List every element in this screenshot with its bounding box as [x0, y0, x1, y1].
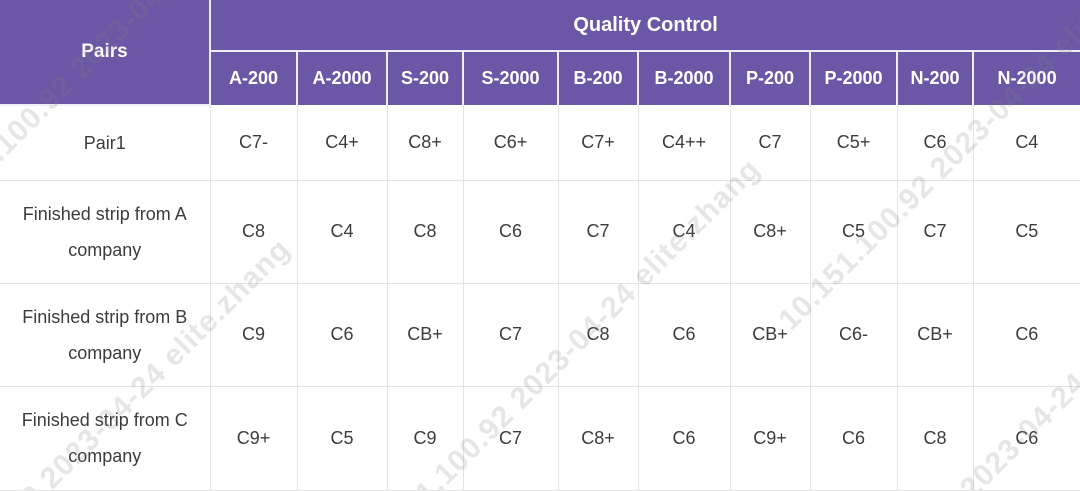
- table-cell: C8: [386, 179, 464, 284]
- table-cell: C5+: [809, 105, 898, 181]
- table-cell: C8+: [386, 105, 464, 181]
- table-cell: C7: [462, 385, 559, 491]
- table-cell: C7: [729, 105, 811, 181]
- table-cell: C6-: [809, 282, 898, 387]
- table-row-pair1: Pair1 C7- C4+ C8+ C6+ C7+ C4++ C7 C5+ C6…: [0, 105, 1080, 181]
- table-cell: C4: [972, 105, 1080, 181]
- table-cell: C8: [896, 385, 974, 491]
- table-cell: C7: [896, 179, 974, 284]
- table-cell: C5: [296, 385, 388, 491]
- table-cell: C9+: [729, 385, 811, 491]
- table-cell: C6: [637, 282, 731, 387]
- table-row-company-a: Finished strip from A company C8 C4 C8 C…: [0, 179, 1080, 284]
- table-cell: C9+: [209, 385, 298, 491]
- table-cell: C7: [462, 282, 559, 387]
- column-header-s-200: S-200: [386, 50, 464, 105]
- row-label: Pair1: [0, 105, 211, 181]
- table-cell: C8+: [557, 385, 639, 491]
- table-cell: C6+: [462, 105, 559, 181]
- table-cell: CB+: [896, 282, 974, 387]
- column-header-n-200: N-200: [896, 50, 974, 105]
- column-header-a-2000: A-2000: [296, 50, 388, 105]
- row-label: Finished strip from C company: [0, 385, 211, 491]
- column-header-b-200: B-200: [557, 50, 639, 105]
- table-cell: C9: [386, 385, 464, 491]
- column-header-a-200: A-200: [209, 50, 298, 105]
- table-cell: C4++: [637, 105, 731, 181]
- table-cell: C8: [209, 179, 298, 284]
- column-header-n-2000: N-2000: [971, 50, 1080, 105]
- table-row-company-c: Finished strip from C company C9+ C5 C9 …: [0, 385, 1080, 491]
- corner-header-pairs: Pairs: [0, 0, 211, 106]
- table-cell: C5: [809, 179, 898, 284]
- table-cell: C7: [557, 179, 639, 284]
- table-cell: C7-: [209, 105, 298, 181]
- table-cell: CB+: [729, 282, 811, 387]
- column-header-b-2000: B-2000: [637, 50, 731, 105]
- row-label: Finished strip from B company: [0, 282, 211, 387]
- table-cell: C6: [896, 105, 974, 181]
- table-cell: C8: [557, 282, 639, 387]
- table-cell: C6: [637, 385, 731, 491]
- group-header-quality-control: Quality Control: [208, 0, 1080, 52]
- table-cell: CB+: [386, 282, 464, 387]
- table-cell: C6: [972, 385, 1080, 491]
- row-label: Finished strip from A company: [0, 179, 211, 284]
- table-cell: C4+: [296, 105, 388, 181]
- column-header-p-2000: P-2000: [809, 50, 898, 105]
- table-row-company-b: Finished strip from B company C9 C6 CB+ …: [0, 282, 1080, 387]
- table-cell: C7+: [557, 105, 639, 181]
- table-cell: C6: [296, 282, 388, 387]
- table-cell: C5: [972, 179, 1080, 284]
- column-header-p-200: P-200: [729, 50, 811, 105]
- column-header-s-2000: S-2000: [462, 50, 559, 105]
- table-cell: C6: [809, 385, 898, 491]
- table-cell: C4: [637, 179, 731, 284]
- table-cell: C6: [972, 282, 1080, 387]
- table-cell: C8+: [729, 179, 811, 284]
- table-header: Pairs Quality Control A-200 A-2000 S-200…: [0, 0, 1080, 106]
- table-cell: C4: [296, 179, 388, 284]
- table-cell: C9: [209, 282, 298, 387]
- table-cell: C6: [462, 179, 559, 284]
